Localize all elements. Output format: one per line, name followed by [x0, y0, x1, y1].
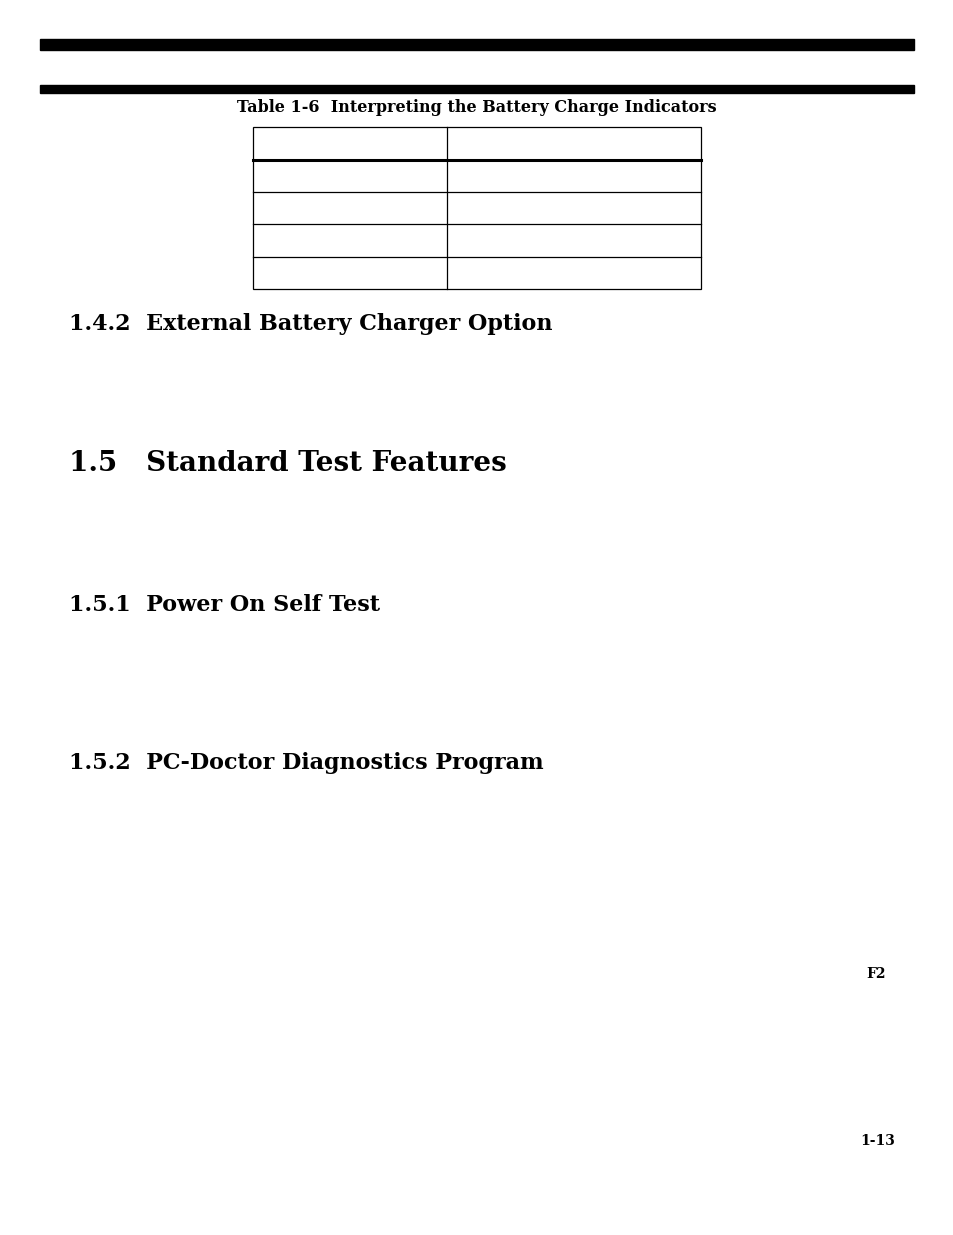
Text: 1.5.1  Power On Self Test: 1.5.1 Power On Self Test: [69, 594, 379, 616]
Bar: [253, 127, 700, 289]
Text: 1.5   Standard Test Features: 1.5 Standard Test Features: [69, 450, 506, 477]
Text: Table 1-6  Interpreting the Battery Charge Indicators: Table 1-6 Interpreting the Battery Charg…: [237, 99, 716, 116]
Bar: [40, 38, 913, 49]
Text: 1.5.2  PC-Doctor Diagnostics Program: 1.5.2 PC-Doctor Diagnostics Program: [69, 752, 543, 774]
Text: F2: F2: [865, 967, 884, 982]
Bar: [40, 85, 913, 94]
Text: 1.4.2  External Battery Charger Option: 1.4.2 External Battery Charger Option: [69, 312, 552, 335]
Text: 1-13: 1-13: [860, 1134, 894, 1149]
